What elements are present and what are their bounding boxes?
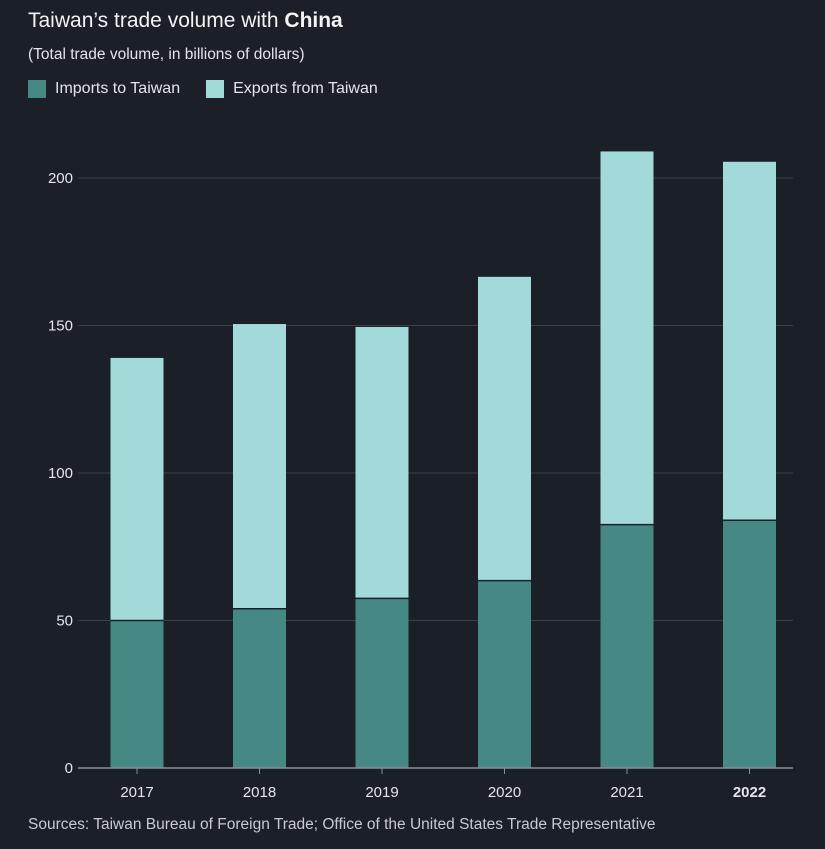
x-tick-label: 2020	[488, 784, 521, 801]
legend-item-imports: Imports to Taiwan	[28, 79, 180, 99]
bar-imports	[478, 580, 531, 768]
y-tick-label: 0	[65, 760, 73, 777]
legend-swatch-imports	[28, 80, 46, 98]
bar-imports	[723, 520, 776, 768]
x-axis-tick-marks	[136, 768, 750, 774]
x-axis-tick-labels: 2017 2018 2019 2020 2021 2022	[120, 784, 766, 801]
y-tick-label: 150	[48, 318, 73, 335]
bar-exports	[478, 276, 531, 581]
x-tick-label: 2018	[243, 784, 276, 801]
bar-exports	[600, 151, 654, 525]
legend-swatch-exports	[206, 80, 225, 98]
chart-title: Taiwan’s trade volume with China	[28, 8, 343, 34]
x-tick-label: 2019	[365, 784, 398, 801]
chart-title-emphasis: China	[284, 9, 343, 32]
bar-exports	[355, 326, 409, 599]
bar-imports	[110, 620, 164, 768]
chart-source-note: Sources: Taiwan Bureau of Foreign Trade;…	[28, 816, 656, 833]
bar-exports	[110, 357, 164, 621]
x-tick-label: 2021	[610, 784, 643, 801]
y-tick-label: 200	[48, 170, 73, 187]
bar-imports	[600, 524, 654, 768]
bars	[110, 151, 776, 768]
y-tick-label: 50	[56, 613, 73, 630]
bar-imports	[355, 598, 409, 768]
x-tick-label: 2017	[120, 784, 153, 801]
legend-label-exports: Exports from Taiwan	[233, 80, 378, 97]
bar-exports	[233, 324, 286, 609]
legend-label-imports: Imports to Taiwan	[55, 80, 181, 97]
gridlines	[78, 177, 793, 621]
y-tick-label: 100	[48, 465, 73, 482]
bar-exports	[723, 161, 776, 521]
y-axis-tick-labels: 0 50 100 150 200	[48, 170, 73, 777]
x-tick-label: 2022	[733, 784, 766, 801]
chart-legend: Imports to Taiwan Exports from Taiwan	[28, 79, 404, 99]
chart-subtitle: (Total trade volume, in billions of doll…	[28, 46, 305, 63]
legend-item-exports: Exports from Taiwan	[206, 79, 378, 99]
bar-imports	[233, 608, 286, 768]
chart-title-prefix: Taiwan’s trade volume with	[28, 9, 285, 32]
